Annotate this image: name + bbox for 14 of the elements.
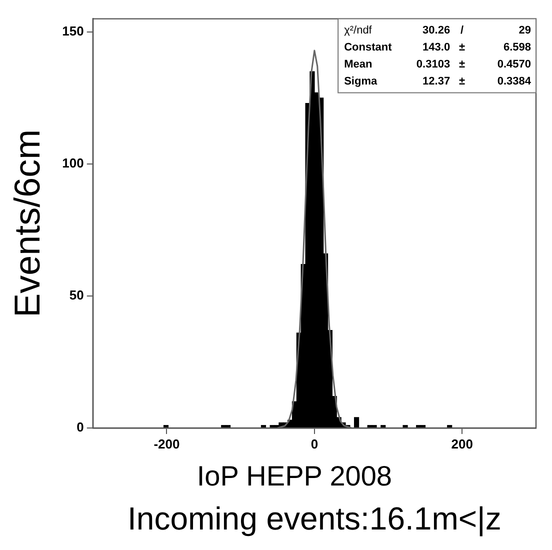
x-tick-label: -200 [154,436,180,452]
x-tick-label: 0 [310,436,318,452]
text: Constant 143.0 ± 6.598 [344,41,531,54]
text: χ²/ndf 30.26 / 29 [344,24,531,36]
x-tick-label: 200 [451,436,473,452]
y-tick-label: 100 [62,156,84,171]
x-axis-title: Incoming events:16.1m<|z [128,500,502,537]
y-tick-label: 0 [76,420,84,435]
y-axis-title: Events/6cm [6,129,48,318]
y-tick-label: 50 [69,288,84,303]
text: IoP HEPP 2008 [196,460,392,492]
text: Mean 0.3103 ± 0.4570 [344,58,531,70]
y-tick-label: 150 [62,24,84,39]
text: Sigma 12.37 ± 0.3384 [344,75,531,88]
